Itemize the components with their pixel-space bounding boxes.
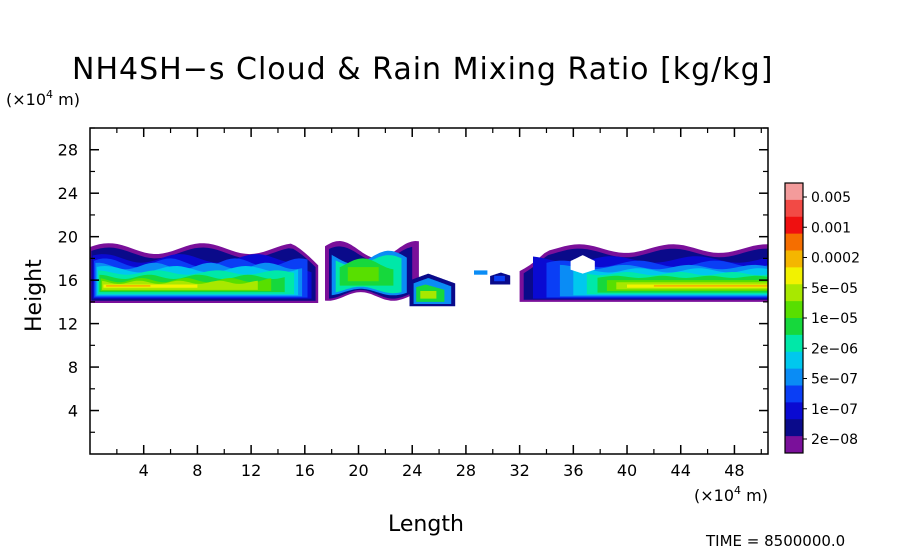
x-tick-label: 12 xyxy=(241,461,261,480)
colorbar-label: 0.0002 xyxy=(811,251,860,267)
east-deck-gap xyxy=(570,255,595,274)
colorbar-swatch xyxy=(785,318,803,336)
x-tick-label: 40 xyxy=(617,461,637,480)
y-tick-label: 16 xyxy=(58,271,78,290)
cloud-layer-center-6 xyxy=(347,267,379,282)
colorbar-label: 5e−07 xyxy=(811,372,858,388)
colorbar-swatch xyxy=(785,385,803,403)
x-tick-label: 8 xyxy=(192,461,202,480)
colorbar-label: 2e−06 xyxy=(811,341,858,357)
colorbar-swatch xyxy=(785,250,803,268)
cloud-layer-east-12 xyxy=(653,285,768,287)
x-unit-prefix: (×10 xyxy=(694,486,735,505)
colorbar-label: 1e−05 xyxy=(811,311,858,327)
x-tick-label: 4 xyxy=(139,461,149,480)
colorbar-swatch xyxy=(785,216,803,235)
y-axis-unit: (×104 m) xyxy=(6,88,80,109)
y-unit-prefix: (×10 xyxy=(6,90,47,109)
colorbar: 0.005 0.001 0.0002 5e−05 1e−05 2e−06 5e−07 1e−0… xyxy=(784,182,860,454)
colorbar-swatch xyxy=(785,402,803,420)
cloud-patch-1 xyxy=(474,270,488,275)
x-axis-unit: (×104 m) xyxy=(694,484,768,505)
colorbar-swatch xyxy=(785,183,803,201)
y-tick-label: 12 xyxy=(58,315,78,334)
colorbar-swatch xyxy=(785,199,803,218)
cloud-layer-cell-4 xyxy=(420,291,437,299)
colorbar-swatch xyxy=(785,284,803,302)
colorbar-label: 0.005 xyxy=(811,190,851,206)
colorbar-label: 0.001 xyxy=(811,220,851,236)
colorbar-swatch xyxy=(785,301,803,319)
colorbar-swatch xyxy=(785,351,803,370)
x-tick-label: 24 xyxy=(402,461,422,480)
colorbar-label: 2e−08 xyxy=(811,432,858,448)
x-axis-label: Length xyxy=(388,512,464,537)
x-tick-label: 16 xyxy=(295,461,315,480)
colorbar-label: 1e−07 xyxy=(811,402,858,418)
y-tick-label: 28 xyxy=(58,141,78,160)
x-unit-exponent: 4 xyxy=(734,484,742,497)
cloud-layer-west-12 xyxy=(106,285,151,287)
colorbar-swatch xyxy=(785,368,803,386)
colorbar-swatch xyxy=(785,233,803,251)
x-tick-label: 36 xyxy=(563,461,583,480)
colorbar-swatch xyxy=(785,267,803,285)
x-unit-suffix: m) xyxy=(741,486,768,505)
x-tick-label: 20 xyxy=(348,461,368,480)
y-tick-label: 20 xyxy=(58,228,78,247)
x-tick-label: 28 xyxy=(456,461,476,480)
y-tick-label: 24 xyxy=(58,184,78,203)
mixing-ratio-field xyxy=(90,241,768,307)
y-tick-label: 8 xyxy=(68,358,78,377)
colorbar-swatch xyxy=(785,419,803,437)
cloud-patch-3 xyxy=(494,275,505,282)
x-tick-label: 48 xyxy=(724,461,744,480)
y-tick-label: 4 xyxy=(68,402,78,421)
colorbar-swatch xyxy=(785,436,803,454)
colorbar-label: 5e−05 xyxy=(811,281,858,297)
y-unit-suffix: m) xyxy=(53,90,80,109)
y-unit-exponent: 4 xyxy=(46,88,54,101)
plot-frame xyxy=(89,127,769,455)
colorbar-swatch xyxy=(785,334,803,353)
x-tick-label: 44 xyxy=(671,461,691,480)
x-tick-label: 32 xyxy=(509,461,529,480)
chart-title: NH4SH−s Cloud & Rain Mixing Ratio [kg/kg… xyxy=(72,52,774,87)
